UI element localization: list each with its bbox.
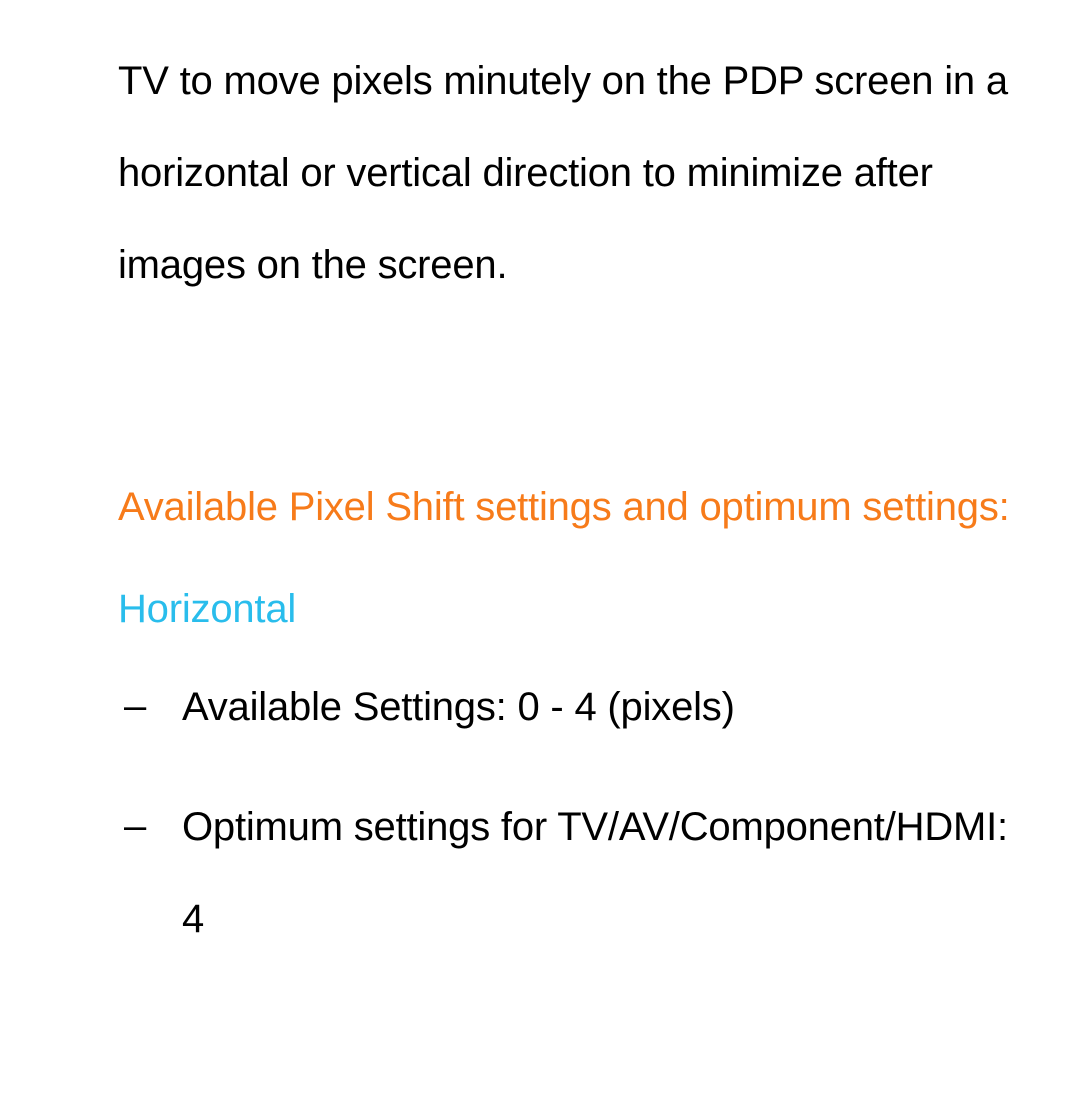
horizontal-settings-list: – Available Settings: 0 - 4 (pixels) – O… — [118, 679, 1016, 965]
spacer — [118, 311, 1016, 461]
document-page: TV to move pixels minutely on the PDP sc… — [0, 0, 1080, 1005]
dash-icon: – — [118, 679, 182, 733]
list-item: – Optimum settings for TV/AV/Component/H… — [118, 799, 1016, 965]
dash-icon: – — [118, 799, 182, 853]
spacer — [118, 553, 1016, 585]
list-item-text: Optimum settings for TV/AV/Component/HDM… — [182, 781, 1016, 965]
list-item: – Available Settings: 0 - 4 (pixels) — [118, 679, 1016, 753]
list-item-text: Available Settings: 0 - 4 (pixels) — [182, 661, 1016, 753]
section-heading: Available Pixel Shift settings and optim… — [118, 461, 1016, 553]
horizontal-heading: Horizontal — [118, 585, 1016, 633]
intro-paragraph: TV to move pixels minutely on the PDP sc… — [118, 35, 1016, 311]
